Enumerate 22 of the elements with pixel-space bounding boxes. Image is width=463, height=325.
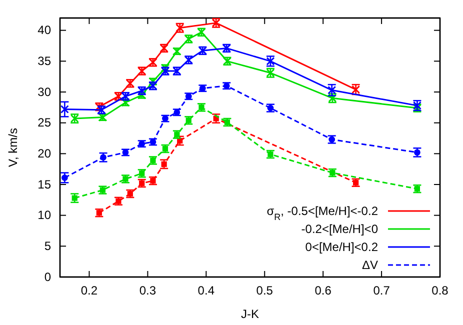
legend-label: 0<[Me/H]<0.2 — [305, 240, 378, 254]
x-tick-label: 0.5 — [256, 284, 274, 298]
y-tick-label: 0 — [44, 270, 52, 284]
x-tick-label: 0.8 — [432, 284, 449, 298]
y-axis-title: V, km/s — [6, 128, 20, 167]
x-tick-label: 0.4 — [198, 284, 215, 298]
legend-label: -0.2<[Me/H]<0 — [301, 222, 378, 236]
y-tick-label: 15 — [38, 177, 52, 192]
legend-label: σ$_{R}$, -0.5<[Me/H]<-0.2 — [266, 204, 378, 222]
y-tick-label: 20 — [38, 146, 52, 161]
y-tick-label: 10 — [38, 208, 52, 222]
x-tick-label: 0.3 — [139, 284, 156, 298]
y-tick-label: 30 — [38, 84, 52, 99]
legend-label: ΔV — [362, 258, 378, 272]
y-tick-label: 40 — [38, 23, 52, 38]
x-tick-label: 0.7 — [373, 284, 390, 298]
y-tick-label: 25 — [38, 116, 52, 130]
y-tick-label: 5 — [44, 239, 52, 254]
x-tick-label: 0.2 — [80, 284, 98, 298]
x-axis-title: J-K — [241, 307, 259, 321]
x-tick-label: 0.6 — [314, 284, 332, 298]
y-tick-label: 35 — [38, 54, 52, 68]
